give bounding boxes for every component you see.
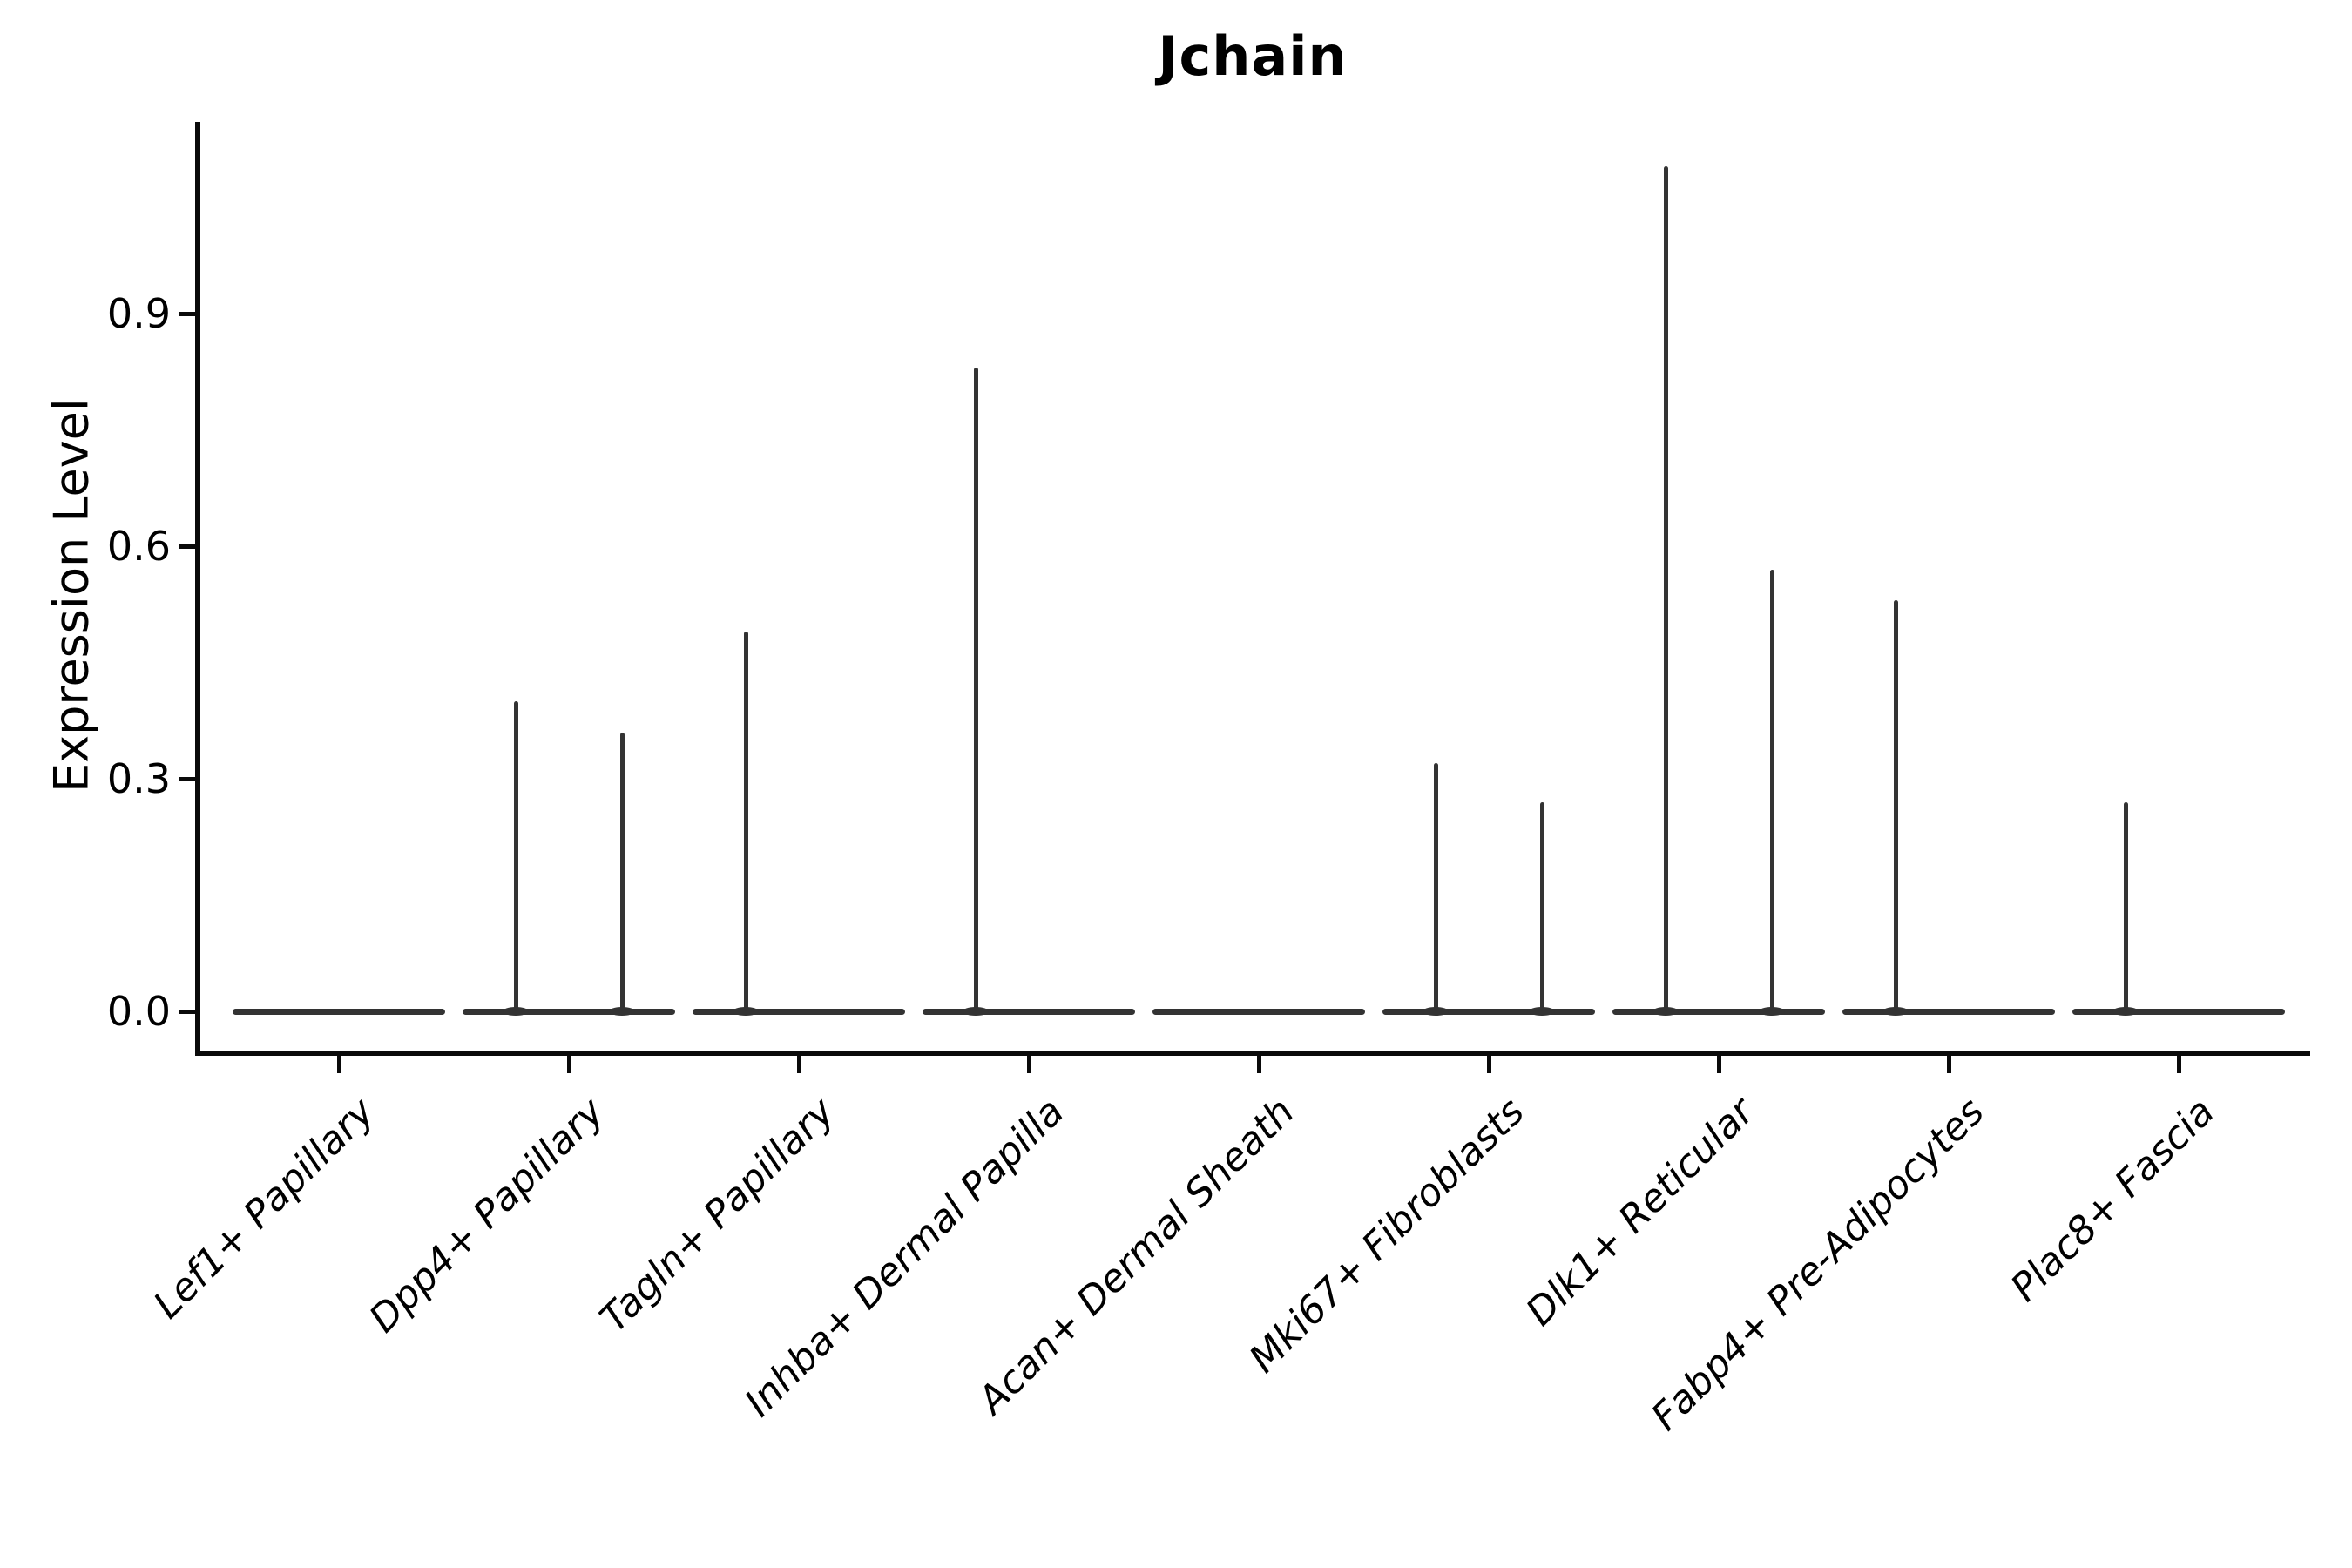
violin-spike-foot (2112, 1007, 2139, 1016)
violin-spike-foot (1882, 1007, 1909, 1016)
y-tick-mark (179, 1009, 195, 1014)
violin-baseline (923, 1008, 1135, 1015)
x-axis-spine (195, 1051, 2310, 1056)
x-tick-mark (1256, 1056, 1261, 1073)
violin-spike (743, 631, 748, 1011)
violin-spike-foot (733, 1007, 759, 1016)
violin-spike (1539, 801, 1544, 1011)
violin-spike (1663, 166, 1668, 1011)
violin-spike (2123, 801, 2128, 1011)
violin-spike (973, 368, 978, 1011)
violin-spike-foot (1529, 1007, 1555, 1016)
y-tick-label: 0.6 (106, 523, 171, 570)
violin-spike-foot (963, 1007, 989, 1016)
violin-spike-foot (1652, 1007, 1679, 1016)
violin-spike-foot (1423, 1007, 1449, 1016)
x-tick-mark (796, 1056, 801, 1073)
x-tick-label: Tagln+ Papillary (591, 1089, 843, 1342)
y-tick-mark (179, 776, 195, 781)
x-tick-label: Plac8+ Fascia (2002, 1089, 2223, 1310)
violin-baseline (2072, 1008, 2285, 1015)
violin-baseline (1152, 1008, 1365, 1015)
violin-spike (1893, 600, 1898, 1011)
violin-spike (619, 732, 625, 1011)
violin-spike-foot (609, 1007, 635, 1016)
plot-title: Jchain (1158, 24, 1348, 88)
x-tick-mark (336, 1056, 341, 1073)
x-tick-label: Dlk1+ Reticular (1517, 1089, 1763, 1335)
x-tick-label: Dpp4+ Papillary (361, 1089, 613, 1342)
x-tick-mark (1716, 1056, 1721, 1073)
violin-baseline (1382, 1008, 1595, 1015)
violin-spike (1769, 569, 1774, 1011)
y-axis-spine (195, 122, 200, 1056)
violin-baseline (1842, 1008, 2055, 1015)
violin-baseline (693, 1008, 905, 1015)
x-tick-mark (2176, 1056, 2181, 1073)
x-tick-mark (566, 1056, 571, 1073)
violin-baseline (233, 1008, 445, 1015)
violin-baseline (1612, 1008, 1825, 1015)
y-tick-mark (179, 544, 195, 549)
y-tick-label: 0.9 (106, 290, 171, 337)
x-tick-label: Lef1+ Papillary (145, 1089, 383, 1328)
violin-spike-foot (503, 1007, 529, 1016)
violin-spike-foot (1759, 1007, 1785, 1016)
x-tick-mark (1486, 1056, 1491, 1073)
violin-baseline (463, 1008, 675, 1015)
y-tick-mark (179, 311, 195, 316)
y-axis-label: Expression Level (44, 398, 99, 793)
y-tick-label: 0.0 (106, 988, 171, 1035)
x-tick-mark (1946, 1056, 1951, 1073)
violin-spike (1433, 763, 1438, 1011)
x-tick-mark (1026, 1056, 1031, 1073)
violin-spike (513, 701, 518, 1011)
y-tick-label: 0.3 (106, 755, 171, 802)
